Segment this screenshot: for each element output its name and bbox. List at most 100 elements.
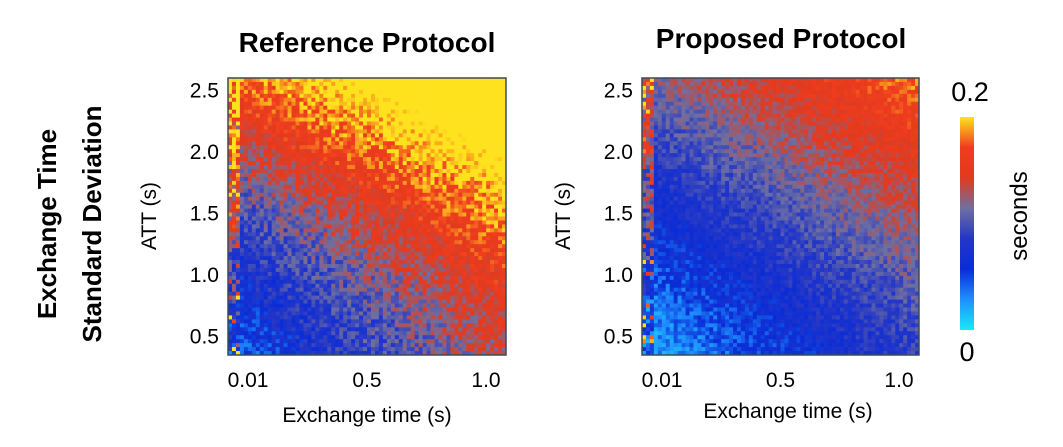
- heatmap-cell: [502, 172, 507, 178]
- heatmap-cell: [251, 271, 257, 277]
- heatmap-cell: [315, 335, 320, 340]
- heatmap-cell: [486, 145, 491, 150]
- heatmap-cell: [355, 149, 360, 154]
- heatmap-cell: [490, 153, 495, 158]
- heatmap-cell: [382, 311, 388, 316]
- heatmap-cell: [231, 295, 237, 300]
- heatmap-cell: [303, 97, 308, 103]
- heatmap-cell: [247, 117, 253, 122]
- heatmap-cell: [474, 85, 479, 91]
- x-tick-labels: 0.01 0.5 1.0: [228, 369, 501, 392]
- heatmap-cell: [271, 335, 277, 340]
- heatmap-cell: [279, 133, 284, 138]
- heatmap-cell: [442, 275, 447, 281]
- heatmap-cell: [370, 315, 376, 320]
- heatmap-cell: [239, 204, 245, 209]
- heatmap-cell: [367, 224, 372, 229]
- heatmap-cell: [494, 232, 499, 237]
- heatmap-cell: [299, 291, 304, 296]
- heatmap-cell: [247, 260, 253, 265]
- heatmap-cell: [303, 212, 308, 217]
- heatmap-cell: [231, 113, 237, 118]
- heatmap-cell: [263, 161, 269, 166]
- heatmap-cell: [275, 275, 280, 281]
- heatmap-cell: [406, 157, 412, 162]
- heatmap-cell: [327, 291, 332, 296]
- heatmap-cell: [287, 200, 292, 205]
- heatmap-cell: [243, 263, 249, 269]
- heatmap-cell: [450, 311, 455, 316]
- heatmap-cell: [835, 78, 841, 83]
- heatmap-cell: [363, 315, 368, 320]
- heatmap-cell: [454, 303, 459, 308]
- heatmap-cell: [438, 188, 443, 194]
- heatmap-cell: [394, 172, 400, 178]
- heatmap-cell: [343, 256, 348, 261]
- heatmap-cell: [494, 220, 499, 225]
- heatmap-cell: [299, 307, 304, 312]
- heatmap-cell: [470, 275, 475, 281]
- heatmap-cell: [319, 165, 324, 170]
- heatmap-cell: [323, 303, 328, 308]
- heatmap-cell: [327, 331, 332, 336]
- heatmap-cell: [386, 105, 392, 111]
- heatmap-cell: [335, 347, 340, 352]
- heatmap-cell: [474, 248, 479, 253]
- heatmap-cell: [478, 283, 483, 289]
- heatmap-cell: [454, 89, 459, 95]
- heatmap-cell: [434, 184, 439, 190]
- heatmap-cell: [228, 125, 233, 130]
- heatmap-cell: [327, 117, 332, 122]
- heatmap-cell: [291, 303, 296, 308]
- heatmap-cell: [228, 161, 233, 166]
- heatmap-cell: [418, 323, 423, 328]
- heatmap-cell: [418, 93, 423, 99]
- heatmap-cell: [347, 125, 352, 130]
- heatmap-cell: [442, 244, 447, 249]
- heatmap-cell: [414, 315, 419, 320]
- heatmap-cell: [697, 78, 702, 83]
- heatmap-cell: [410, 129, 416, 134]
- heatmap-cell: [319, 224, 324, 229]
- heatmap-cell: [454, 228, 459, 233]
- heatmap-cell: [319, 192, 324, 198]
- heatmap-cell: [295, 117, 300, 122]
- heatmap-cell: [351, 335, 356, 340]
- heatmap-cell: [478, 101, 483, 107]
- heatmap-cell: [231, 93, 237, 99]
- heatmap-cell: [243, 204, 249, 209]
- heatmap-cell: [335, 93, 340, 99]
- heatmap-cell: [339, 315, 344, 320]
- heatmap-cell: [494, 105, 499, 111]
- heatmap-cell: [502, 224, 507, 229]
- heatmap-cell: [367, 220, 372, 225]
- heatmap-cell: [351, 212, 356, 217]
- heatmap-cell: [394, 81, 400, 87]
- heatmap-cell: [398, 287, 404, 293]
- heatmap-cell: [478, 165, 483, 170]
- heatmap-cell: [390, 256, 396, 261]
- heatmap-cell: [335, 133, 340, 138]
- heatmap-cell: [474, 291, 479, 296]
- heatmap-cell: [259, 97, 265, 103]
- heatmap-cell: [502, 279, 507, 285]
- heatmap-cell: [263, 275, 269, 281]
- heatmap-cell: [363, 81, 368, 87]
- heatmap-cell: [426, 287, 431, 293]
- heatmap-cell: [263, 101, 269, 107]
- heatmap-cell: [228, 240, 233, 245]
- heatmap-cell: [239, 256, 245, 261]
- heatmap-cell: [247, 113, 253, 118]
- heatmap-cell: [422, 224, 427, 229]
- x-tick-label: 0.5: [352, 369, 381, 392]
- heatmap-cell: [486, 176, 491, 182]
- heatmap-cell: [470, 248, 475, 253]
- heatmap-cell: [303, 279, 308, 285]
- heatmap-cell: [267, 93, 273, 99]
- heatmap-cell: [275, 248, 280, 253]
- heatmap-cell: [291, 232, 296, 237]
- heatmap-cell: [490, 109, 495, 114]
- heatmap-cell: [502, 153, 507, 158]
- heatmap-cell: [299, 97, 304, 103]
- heatmap-cell: [442, 97, 447, 103]
